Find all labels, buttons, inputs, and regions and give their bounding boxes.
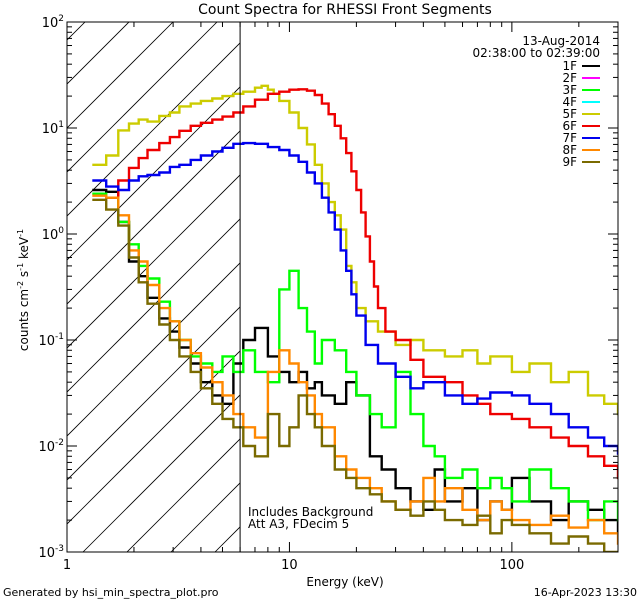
- x-tick-label: 10: [281, 558, 298, 573]
- hatch-line: [67, 42, 241, 217]
- x-tick-label: 100: [499, 558, 524, 573]
- hatch-line: [67, 174, 241, 349]
- hatch-line: [67, 306, 241, 481]
- footer-generated-by: Generated by hsi_min_spectra_plot.pro: [3, 586, 219, 599]
- legend-label-4f: 4F: [562, 95, 577, 109]
- series-layer: [92, 84, 618, 552]
- date-label: 13-Aug-2014: [522, 34, 600, 48]
- y-tick-label: 102: [42, 14, 64, 31]
- axis-ticks: [66, 22, 619, 553]
- y-axis-label: counts cm-2 s-1 keV-1: [16, 229, 31, 351]
- hatch-line: [67, 350, 241, 525]
- plot-frame: [66, 21, 619, 553]
- y-tick-label: 100: [42, 226, 65, 243]
- series-1f-line: [92, 188, 618, 535]
- hatch-line: [67, 86, 241, 261]
- time-range-label: 02:38:00 to 02:39:00: [473, 46, 600, 60]
- y-tick-label: 10-1: [38, 332, 64, 349]
- hatch-line: [0, 12, 51, 552]
- hatch-line: [0, 12, 7, 552]
- annotation-background: Includes Background: [248, 505, 373, 519]
- hatch-line: [67, 22, 218, 173]
- hatch-line: [82, 394, 241, 552]
- hatch-line: [259, 12, 640, 552]
- legend-label-2f: 2F: [562, 71, 577, 85]
- hatch-line: [435, 12, 640, 552]
- hatch-line: [67, 22, 86, 41]
- footer-timestamp: 16-Apr-2023 13:30: [534, 586, 637, 599]
- legend-label-1f: 1F: [562, 59, 577, 73]
- hatch-line: [67, 22, 174, 129]
- legend-label-6f: 6F: [562, 119, 577, 133]
- y-tick-label: 10-2: [38, 438, 64, 455]
- legend-label-8f: 8F: [562, 143, 577, 157]
- series-5f-line: [92, 84, 618, 416]
- x-axis-label: Energy (keV): [306, 575, 383, 589]
- hatch-line: [67, 262, 241, 437]
- hatch-line: [347, 12, 640, 552]
- legend-label-3f: 3F: [562, 83, 577, 97]
- legend-label-7f: 7F: [562, 131, 577, 145]
- attenuator-hatch-region: [0, 12, 640, 552]
- annotation-attenuator: Att A3, FDecim 5: [248, 517, 349, 531]
- legend-label-9f: 9F: [562, 155, 577, 169]
- hatch-line: [126, 438, 241, 552]
- chart-title: Count Spectra for RHESSI Front Segments: [198, 2, 492, 18]
- y-tick-label: 10-3: [38, 544, 64, 561]
- series-6f-line: [106, 88, 618, 480]
- legend-label-5f: 5F: [562, 107, 577, 121]
- series-8f-line: [92, 194, 618, 545]
- hatch-line: [391, 12, 640, 552]
- series-7f-line: [92, 141, 618, 455]
- hatch-line: [67, 218, 241, 393]
- y-tick-label: 101: [42, 120, 64, 137]
- series-9f-line: [92, 198, 618, 552]
- axis-tick-labels: 1 10 100 10-3 10-2 10-1 100 101 102: [38, 14, 524, 573]
- hatch-line: [67, 130, 241, 305]
- x-tick-label: 1: [63, 558, 71, 573]
